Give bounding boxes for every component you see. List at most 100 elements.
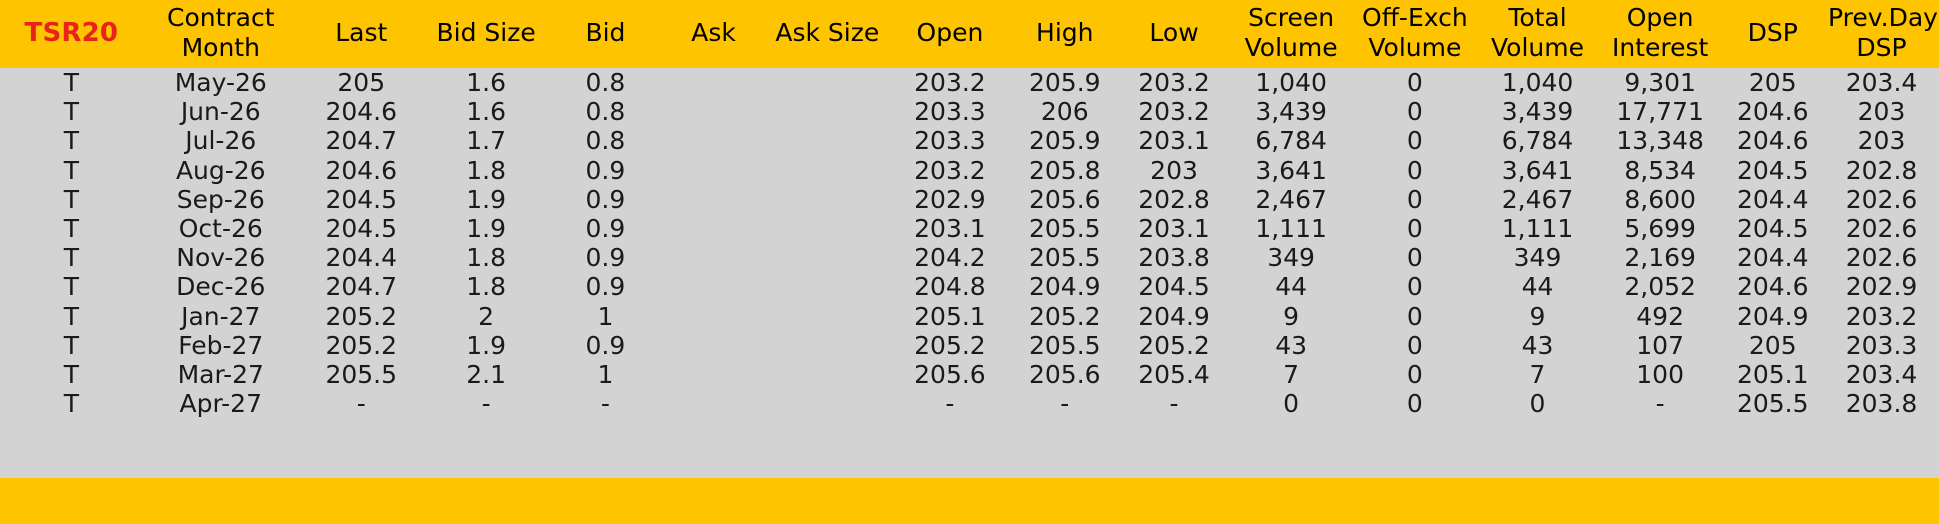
cell-dsp: 204.6 [1721, 272, 1825, 302]
column-header-symbol[interactable]: TSR20 [0, 0, 143, 68]
cell-last: 205.2 [298, 301, 424, 331]
cell-low: 203.2 [1119, 97, 1229, 127]
column-header-open-interest[interactable]: Open Interest [1598, 0, 1722, 68]
table-row[interactable]: T Jul-26 204.7 1.7 0.8 203.3 205.9 203.1 6,784 0 6… [0, 126, 1939, 156]
table-row[interactable]: T Apr-27- - - - - -0 0 0-205.5 203.8 [0, 389, 1939, 419]
cell-last: - [298, 389, 424, 419]
cell-bid: 0.8 [548, 97, 663, 127]
cell-ask-size [764, 126, 890, 156]
table-row[interactable]: T Jan-27 205.2 2 1 205.1 205.2 204.9 9 0 9 492 204.9… [0, 301, 1939, 331]
column-header-ask-size[interactable]: Ask Size [764, 0, 890, 68]
cell-dsp: 204.6 [1721, 97, 1825, 127]
cell-offexch-volume: 0 [1353, 184, 1477, 214]
cell-prev-day-dsp: 203.3 [1824, 330, 1939, 360]
cell-screen-volume: 1,040 [1228, 68, 1354, 98]
cell-bid-size: - [423, 389, 549, 419]
column-header-dsp[interactable]: DSP [1721, 0, 1825, 68]
cell-prev-day-dsp: 203 [1824, 126, 1939, 156]
cell-last: 204.6 [298, 155, 424, 185]
cell-bid: 0.9 [548, 155, 663, 185]
cell-ask [662, 213, 765, 244]
cell-open: 202.9 [889, 184, 1011, 214]
cell-ask [662, 155, 765, 185]
table-row[interactable]: T Dec-26 204.7 1.8 0.9 204.8 204.9 204.5 44 0 44 2,… [0, 272, 1939, 302]
cell-last: 204.6 [298, 97, 424, 127]
table-row[interactable]: T Nov-26 204.4 1.8 0.9 204.2 205.5 203.8 349 0 349… [0, 243, 1939, 273]
cell-bid: 0.9 [548, 272, 663, 302]
table-row[interactable]: T Jun-26 204.6 1.6 0.8 203.3 206 203.2 3,439 0 3,4… [0, 97, 1939, 127]
column-header-ask[interactable]: Ask [662, 0, 765, 68]
cell-last: 205 [298, 68, 424, 98]
column-header-contract-month[interactable]: Contract Month [142, 0, 299, 68]
cell-ask [662, 243, 765, 273]
cell-symbol: T [0, 184, 143, 214]
cell-open: 203.2 [889, 68, 1011, 98]
cell-open: - [889, 389, 1011, 419]
column-header-low[interactable]: Low [1119, 0, 1229, 68]
cell-total-volume: 6,784 [1476, 126, 1599, 156]
column-header-last[interactable]: Last [298, 0, 424, 68]
cell-high: - [1010, 389, 1120, 419]
cell-offexch-volume: 0 [1353, 359, 1477, 390]
cell-high: 205.5 [1010, 213, 1120, 244]
cell-high: 205.9 [1010, 68, 1120, 98]
cell-last: 204.5 [298, 184, 424, 214]
cell-total-volume: 44 [1476, 272, 1599, 302]
cell-open-interest: 107 [1598, 330, 1722, 360]
cell-low: 204.5 [1119, 272, 1229, 302]
cell-bid: - [548, 389, 663, 419]
cell-ask-size [764, 68, 890, 98]
cell-dsp: 204.9 [1721, 301, 1825, 331]
cell-offexch-volume: 0 [1353, 330, 1477, 360]
table-row[interactable]: T Feb-27 205.2 1.9 0.9 205.2 205.5 205.2 43 0 43 10… [0, 330, 1939, 360]
cell-offexch-volume: 0 [1353, 243, 1477, 273]
column-header-screen-volume[interactable]: Screen Volume [1228, 0, 1354, 68]
cell-symbol: T [0, 155, 143, 185]
cell-screen-volume: 0 [1228, 389, 1354, 419]
cell-ask-size [764, 184, 890, 214]
table-row[interactable]: T Sep-26 204.5 1.9 0.9 202.9 205.6 202.8 2,467 0 2… [0, 184, 1939, 214]
cell-ask [662, 184, 765, 214]
column-header-prev-day-dsp[interactable]: Prev.Day DSP [1824, 0, 1939, 68]
cell-bid-size: 1.6 [423, 68, 549, 98]
cell-bid-size: 1.9 [423, 330, 549, 360]
table-row[interactable]: T Oct-26 204.5 1.9 0.9 203.1 205.5 203.1 1,111 0 1… [0, 213, 1939, 244]
cell-open-interest: 17,771 [1598, 97, 1722, 127]
column-header-offexch-volume[interactable]: Off-Exch Volume [1353, 0, 1477, 68]
spacer-cell [0, 418, 1939, 448]
cell-bid-size: 1.8 [423, 155, 549, 185]
cell-ask [662, 97, 765, 127]
cell-open: 205.1 [889, 301, 1011, 331]
cell-ask-size [764, 330, 890, 360]
cell-screen-volume: 44 [1228, 272, 1354, 302]
cell-ask-size [764, 97, 890, 127]
cell-contract-month: Aug-26 [142, 155, 299, 185]
column-header-high[interactable]: High [1010, 0, 1120, 68]
table-row[interactable]: T Aug-26 204.6 1.8 0.9 203.2 205.8 203 3,641 0 3,6… [0, 155, 1939, 185]
cell-low: 205.4 [1119, 359, 1229, 390]
cell-dsp: 204.5 [1721, 213, 1825, 244]
column-header-total-volume[interactable]: Total Volume [1476, 0, 1599, 68]
table-bottom-spacer [0, 418, 1939, 448]
cell-offexch-volume: 0 [1353, 213, 1477, 244]
cell-open-interest: 100 [1598, 359, 1722, 390]
cell-screen-volume: 6,784 [1228, 126, 1354, 156]
cell-contract-month: Oct-26 [142, 213, 299, 244]
cell-open: 205.2 [889, 330, 1011, 360]
table-row[interactable]: T Mar-27 205.5 2.1 1 205.6 205.6 205.4 7 0 7 100 205… [0, 359, 1939, 390]
footer-bar [0, 478, 1939, 524]
cell-offexch-volume: 0 [1353, 155, 1477, 185]
column-header-bid[interactable]: Bid [548, 0, 663, 68]
cell-bid-size: 1.8 [423, 243, 549, 273]
column-header-bid-size[interactable]: Bid Size [423, 0, 549, 68]
table-row[interactable]: T May-26 205 1.6 0.8 203.2 205.9 203.2 1,040 0 1,0… [0, 68, 1939, 98]
column-header-open[interactable]: Open [889, 0, 1011, 68]
cell-contract-month: Nov-26 [142, 243, 299, 273]
cell-open: 203.3 [889, 97, 1011, 127]
cell-high: 205.8 [1010, 155, 1120, 185]
cell-prev-day-dsp: 203 [1824, 97, 1939, 127]
cell-bid: 0.9 [548, 243, 663, 273]
cell-symbol: T [0, 330, 143, 360]
cell-high: 205.6 [1010, 184, 1120, 214]
column-header-row: TSR20 Contract Month Last Bid Size Bid A… [0, 0, 1939, 68]
